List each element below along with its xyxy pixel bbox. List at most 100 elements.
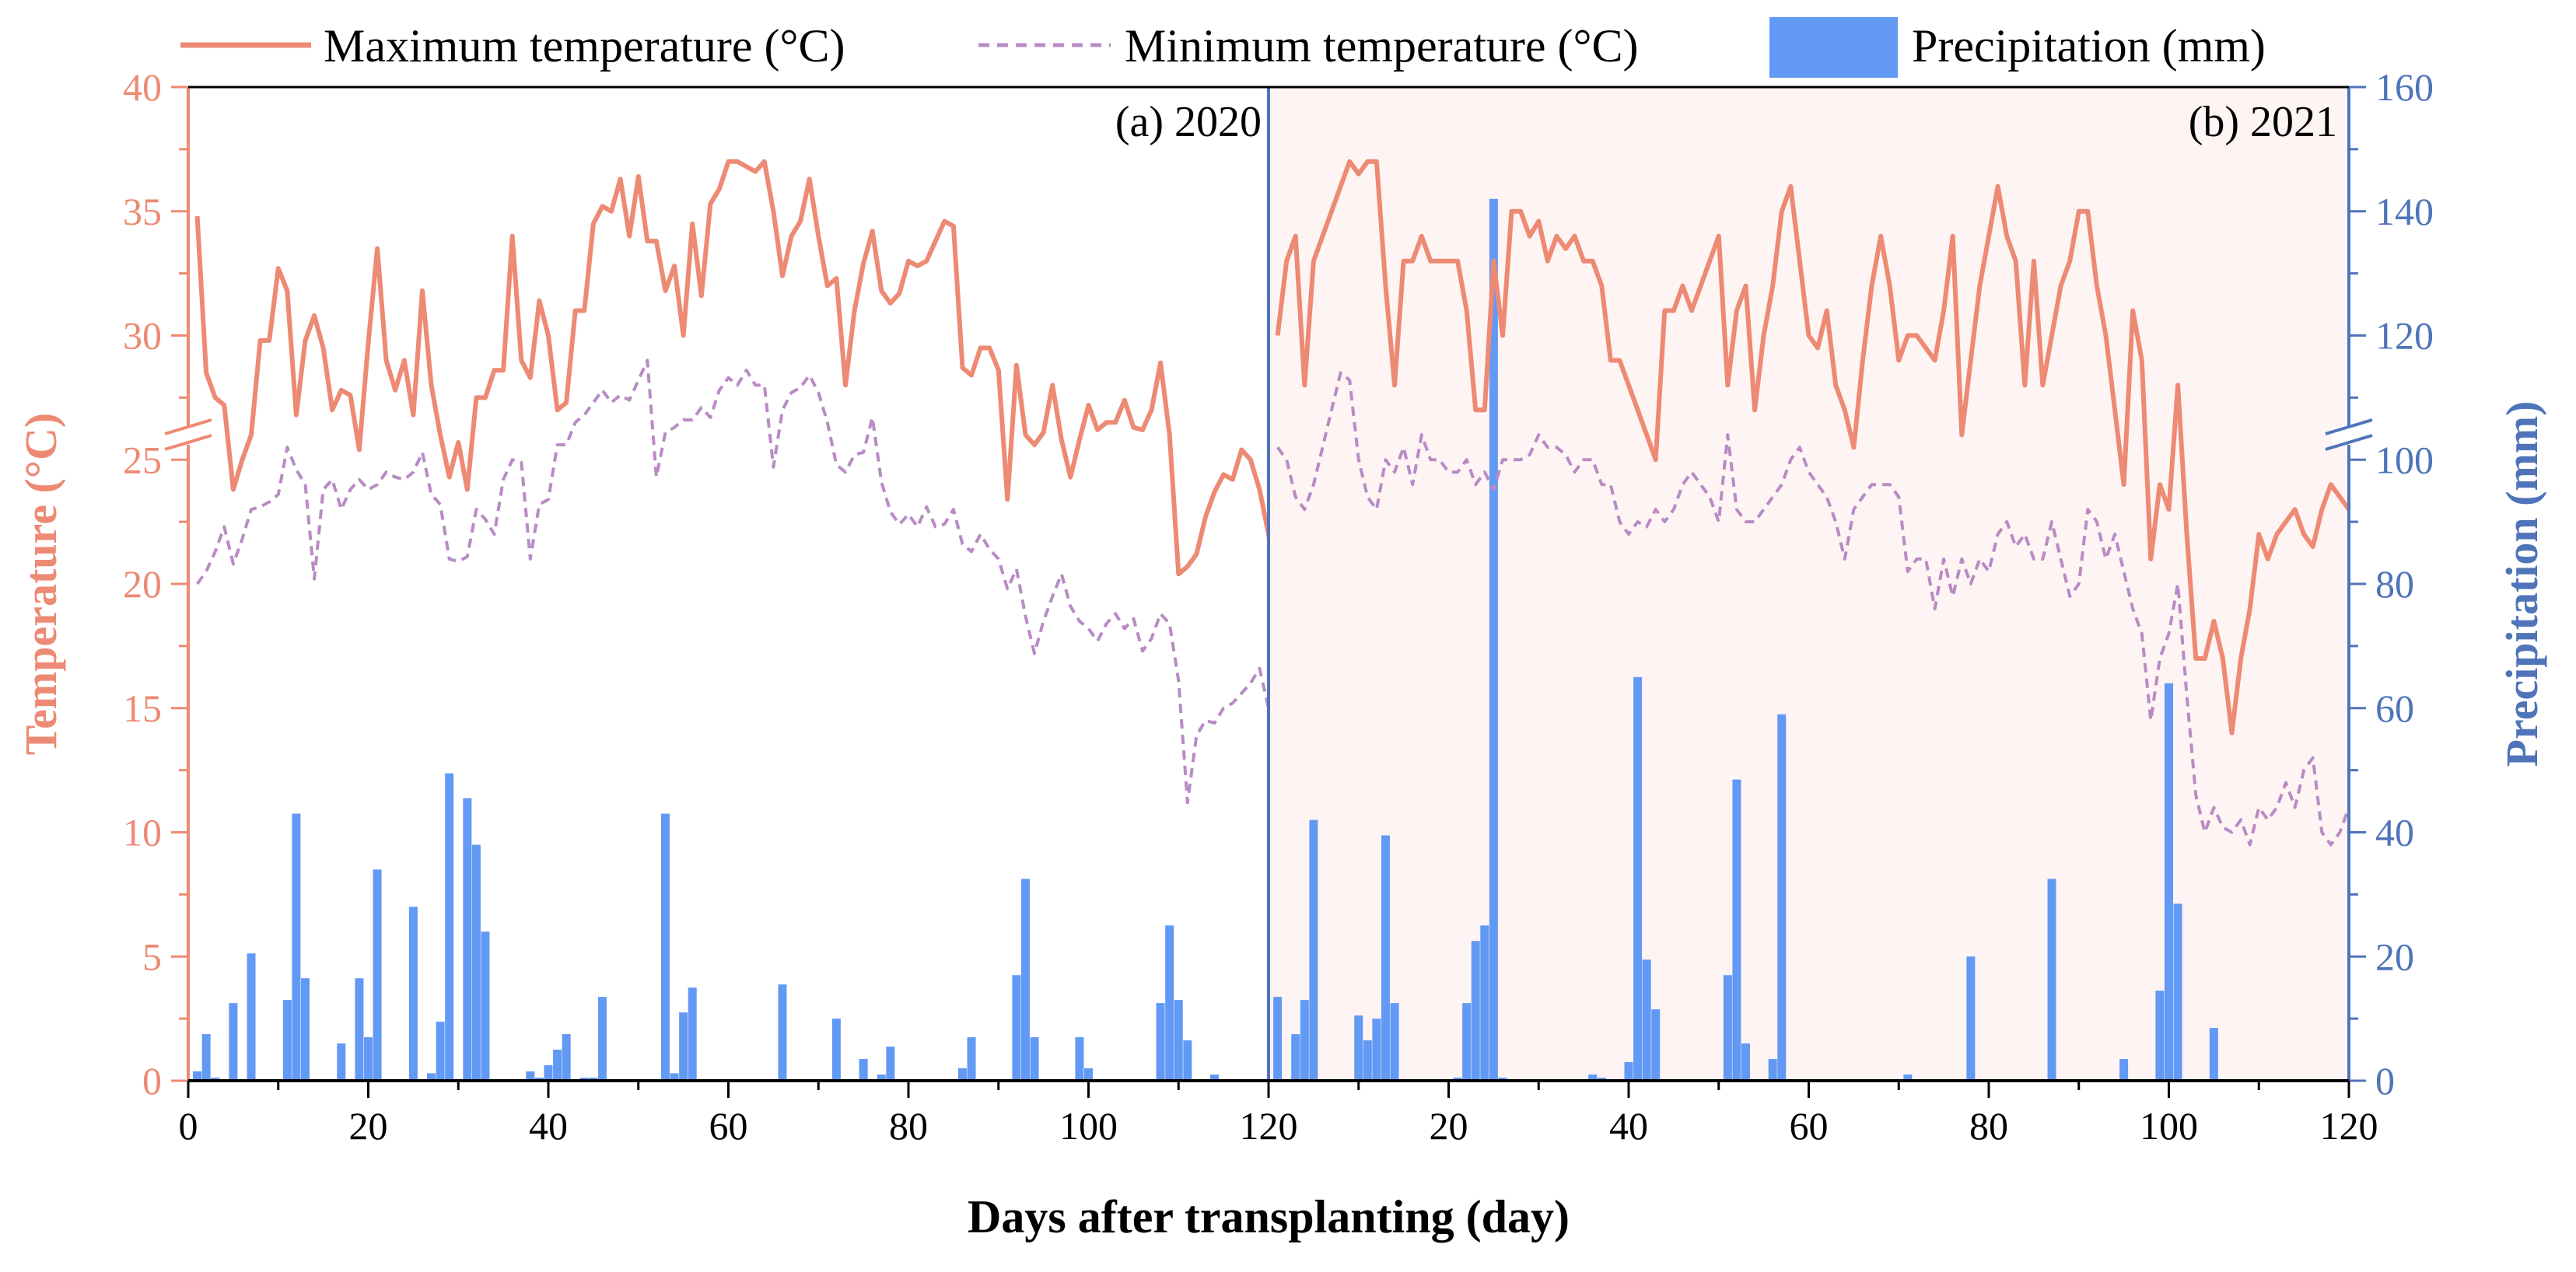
precip-bar xyxy=(2173,903,2182,1081)
precip-bar xyxy=(408,907,418,1081)
precip-bar xyxy=(1588,1075,1598,1081)
precip-bar xyxy=(481,931,490,1081)
y-tick-label-right: 100 xyxy=(2375,438,2434,481)
y-tick-label-left: 0 xyxy=(142,1059,162,1103)
precip-bar xyxy=(670,1073,679,1081)
x-tick-label: 120 xyxy=(1240,1104,1298,1148)
legend: Maximum temperature (°C) Minimum tempera… xyxy=(180,17,2266,78)
precip-bar xyxy=(1300,1000,1309,1081)
panel-label-a: (a) 2020 xyxy=(1115,98,1262,146)
precip-bar xyxy=(282,1000,292,1081)
precip-bar xyxy=(597,997,607,1081)
axes xyxy=(164,86,2373,1098)
precip-bar xyxy=(1624,1062,1633,1081)
tmax-line xyxy=(194,159,1269,577)
tmax-line xyxy=(1275,159,2349,736)
precip-bar xyxy=(471,844,481,1081)
precip-bar xyxy=(355,978,364,1081)
precip-bar xyxy=(1291,1034,1300,1081)
precip-bar xyxy=(1183,1040,1192,1081)
temp-lines-2020 xyxy=(194,159,1269,805)
precip-bar xyxy=(2047,879,2056,1081)
tmin-line xyxy=(195,358,1269,805)
precip-bar xyxy=(193,1071,202,1081)
precip-bar xyxy=(201,1034,211,1081)
precip-bar xyxy=(1741,1043,1750,1081)
y-tick-label-left: 25 xyxy=(123,438,162,481)
legend-label-tmax: Maximum temperature (°C) xyxy=(324,20,845,72)
precip-bar xyxy=(778,984,787,1081)
precip-bar xyxy=(679,1012,688,1081)
precip-bar xyxy=(300,978,310,1081)
y-tick-label-right: 0 xyxy=(2375,1059,2395,1103)
precip-bar xyxy=(445,773,454,1081)
precip-bar xyxy=(1020,879,1030,1081)
x-tick-label: 60 xyxy=(1790,1104,1829,1148)
precip-bar xyxy=(1732,779,1741,1081)
precip-bar xyxy=(337,1043,346,1081)
axis-break-mark xyxy=(2325,418,2373,435)
precip-bar xyxy=(1633,676,1643,1081)
x-tick-label: 40 xyxy=(529,1104,568,1148)
precip-bar xyxy=(1165,925,1174,1081)
precip-bar xyxy=(660,813,670,1081)
precip-bar xyxy=(1012,975,1021,1081)
y-axis-title-left: Temperature (°C) xyxy=(16,413,66,755)
precip-bar xyxy=(1966,956,1976,1081)
precip-bar xyxy=(229,1003,238,1081)
precip-bars-2020 xyxy=(193,773,1220,1081)
precip-bar xyxy=(1030,1037,1039,1081)
panel-b-background xyxy=(1269,87,2349,1081)
x-axis-title: Days after transplanting (day) xyxy=(968,1191,1570,1242)
x-tick-label: 100 xyxy=(2140,1104,2198,1148)
tick-labels: 0 5 10 15 20 25 30 35 40 0 20 40 60 80 100 120 140 160 0 20… xyxy=(123,65,2434,1148)
precip-bar xyxy=(877,1075,886,1081)
y-tick-label-right: 60 xyxy=(2375,687,2414,730)
precip-bar xyxy=(1309,819,1318,1081)
precip-bar xyxy=(1903,1075,1913,1081)
y-tick-label-right: 80 xyxy=(2375,562,2414,606)
precip-bar xyxy=(1372,1019,1381,1081)
precip-bar xyxy=(427,1073,436,1081)
precip-bar xyxy=(688,987,697,1081)
precip-bar xyxy=(463,798,472,1081)
precip-bar xyxy=(1489,198,1498,1081)
precip-bar xyxy=(1390,1003,1399,1081)
y-tick-label-left: 10 xyxy=(123,811,162,854)
precip-bar xyxy=(1354,1015,1363,1081)
precip-bar xyxy=(1210,1075,1220,1081)
precip-bar xyxy=(1273,997,1283,1081)
x-tick-label: 40 xyxy=(1609,1104,1648,1148)
precip-bar xyxy=(436,1022,445,1081)
axis-break-mark xyxy=(164,418,212,435)
y-tick-label-right: 40 xyxy=(2375,811,2414,854)
precip-bar xyxy=(1651,1009,1661,1081)
precip-bar xyxy=(2165,683,2173,1081)
x-tick-label: 120 xyxy=(2320,1104,2378,1148)
precip-bar xyxy=(886,1047,895,1081)
panel-label-b: (b) 2021 xyxy=(2189,98,2337,146)
y-tick-label-left: 15 xyxy=(123,687,162,730)
precip-bar xyxy=(1075,1037,1084,1081)
y-tick-label-right: 120 xyxy=(2375,314,2434,358)
precip-bars-2021 xyxy=(1273,198,2218,1081)
legend-swatch-precip xyxy=(1769,17,1898,78)
x-tick-label: 100 xyxy=(1059,1104,1118,1148)
y-tick-label-left: 30 xyxy=(123,314,162,358)
y-axis-title-right: Precipitation (mm) xyxy=(2497,401,2547,767)
precip-bar xyxy=(1471,941,1480,1081)
y-tick-label-right: 20 xyxy=(2375,935,2414,978)
precip-bar xyxy=(1768,1059,1777,1081)
temp-lines-2021 xyxy=(1275,159,2349,847)
axis-break-mark xyxy=(2325,434,2373,451)
x-tick-label: 20 xyxy=(349,1104,388,1148)
precip-bar xyxy=(1084,1068,1093,1081)
legend-label-precip: Precipitation (mm) xyxy=(1912,20,2266,72)
precip-bar xyxy=(247,953,256,1081)
precip-bar xyxy=(526,1071,535,1081)
tmin-line xyxy=(1276,371,2349,847)
precip-bar xyxy=(859,1059,868,1081)
precip-bar xyxy=(364,1037,373,1081)
precip-bar xyxy=(1777,714,1787,1081)
